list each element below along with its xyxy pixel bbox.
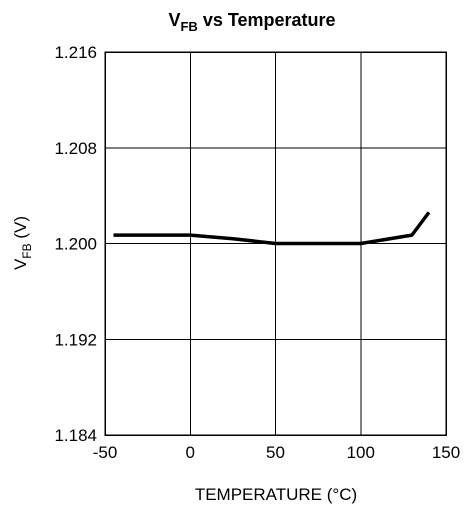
series-line (113, 211, 431, 246)
y-axis-label: VFB (V) (11, 216, 34, 270)
y-tick-labels: 1.216 1.208 1.200 1.192 1.184 (54, 43, 97, 445)
series-group (113, 211, 431, 246)
y-axis-label-main: V (11, 258, 30, 270)
x-axis-label: TEMPERATURE (°C) (195, 485, 357, 504)
x-tick-label: -50 (93, 443, 118, 462)
x-tick-label: 0 (186, 443, 195, 462)
y-tick-label: 1.200 (54, 235, 97, 254)
y-axis-label-rest: (V) (11, 216, 30, 243)
x-tick-label: 100 (347, 443, 375, 462)
plot-frame (104, 51, 447, 436)
y-tick-label: 1.192 (54, 330, 97, 349)
chart-title-main: V (168, 10, 180, 30)
y-tick-label: 1.216 (54, 43, 97, 62)
y-tick-label: 1.208 (54, 139, 97, 158)
chart-title: VFB vs Temperature (168, 10, 335, 34)
chart-title-rest: vs Temperature (198, 10, 336, 30)
y-tick-label: 1.184 (54, 426, 97, 445)
x-tick-labels: -50 0 50 100 150 (93, 443, 460, 462)
chart-title-subscript: FB (180, 19, 197, 34)
x-tick-label: 50 (266, 443, 285, 462)
x-tick-label: 150 (432, 443, 460, 462)
y-axis-label-subscript: FB (20, 243, 34, 258)
